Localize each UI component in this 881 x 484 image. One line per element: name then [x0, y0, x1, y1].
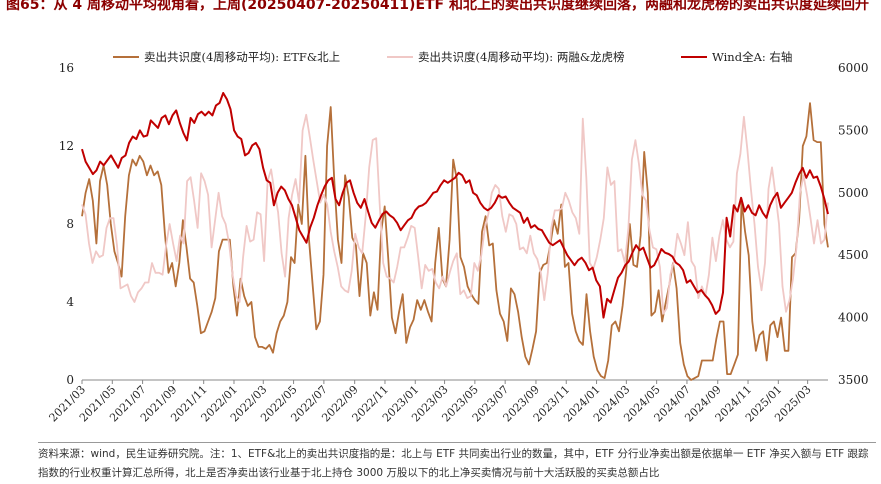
series-lines	[81, 92, 829, 381]
legend: 卖出共识度(4周移动平均): ETF&北上 卖出共识度(4周移动平均): 两融&…	[113, 50, 792, 64]
axes: 04812163500400045005000550060002021/0320…	[47, 61, 869, 424]
y-left-tick-label: 0	[66, 373, 74, 387]
y-right-tick-label: 3500	[838, 373, 869, 387]
y-right-tick-label: 4500	[838, 248, 869, 262]
chart-title: 图65：从 4 周移动平均视角看，上周(20250407-20250411)ET…	[6, 0, 869, 13]
y-left-tick-label: 8	[66, 217, 74, 231]
series-winda-line	[81, 92, 829, 319]
legend-label-margin: 卖出共识度(4周移动平均): 两融&龙虎榜	[418, 50, 625, 64]
legend-label-etf: 卖出共识度(4周移动平均): ETF&北上	[144, 50, 340, 64]
source-note: 资料来源：wind，民生证券研究院。注：1、ETF&北上的卖出共识度指的是：北上…	[38, 442, 876, 483]
y-right-tick-label: 5000	[838, 186, 869, 200]
y-left-tick-label: 12	[59, 139, 74, 153]
legend-label-winda: Wind全A: 右轴	[712, 50, 792, 64]
series-margin-dragon-line	[81, 113, 829, 315]
y-right-tick-label: 4000	[838, 311, 869, 325]
y-right-tick-label: 6000	[838, 61, 869, 75]
y-left-tick-label: 16	[59, 61, 74, 75]
y-right-tick-label: 5500	[838, 123, 869, 137]
y-left-tick-label: 4	[66, 295, 74, 309]
series-etf-north-line	[81, 102, 829, 381]
